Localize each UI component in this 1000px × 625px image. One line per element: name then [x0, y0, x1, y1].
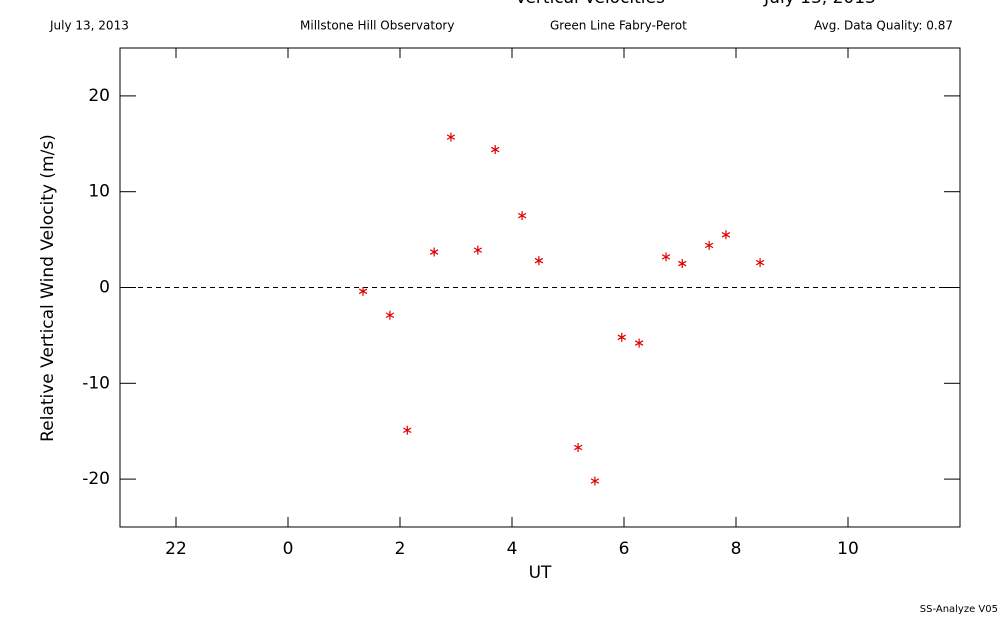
header-date: July 13, 2013 — [49, 19, 129, 33]
point — [704, 240, 714, 250]
point — [358, 286, 368, 296]
x-tick-label: 2 — [395, 539, 406, 559]
point — [661, 252, 671, 262]
x-tick-label: 0 — [283, 539, 294, 559]
y-axis-label: Relative Vertical Wind Velocity (m/s) — [38, 134, 58, 442]
title-date: July 13, 2013 — [763, 0, 876, 8]
point — [617, 332, 626, 342]
y-tick-label: 20 — [88, 86, 110, 106]
x-tick-label: 8 — [731, 539, 742, 559]
y-tick-label: 0 — [99, 278, 110, 298]
chart-title: Vertical Velocities — [515, 0, 665, 8]
y-tick-label: -20 — [82, 469, 110, 489]
point — [678, 259, 687, 269]
x-axis-label: UT — [529, 563, 552, 583]
y-tick-label: -10 — [82, 373, 110, 393]
header-instrument: Green Line Fabry-Perot — [550, 19, 687, 33]
header-quality: Avg. Data Quality: 0.87 — [814, 19, 953, 33]
point — [446, 132, 456, 142]
footer: SS-Analyze V05 — [920, 604, 998, 615]
point — [755, 258, 765, 268]
point — [573, 442, 583, 452]
point — [385, 310, 395, 320]
point — [403, 425, 412, 435]
point — [721, 230, 731, 240]
x-tick-label: 6 — [619, 539, 630, 559]
y-tick-label: 10 — [88, 182, 110, 202]
point — [590, 476, 600, 486]
point — [473, 245, 483, 255]
header-site: Millstone Hill Observatory — [300, 19, 454, 33]
x-tick-label: 4 — [507, 539, 518, 559]
point — [534, 256, 544, 266]
x-tick-label: 22 — [165, 539, 187, 559]
point — [634, 338, 644, 348]
point — [490, 145, 500, 155]
point — [517, 211, 527, 221]
point — [429, 247, 439, 257]
x-tick-label: 10 — [837, 539, 859, 559]
